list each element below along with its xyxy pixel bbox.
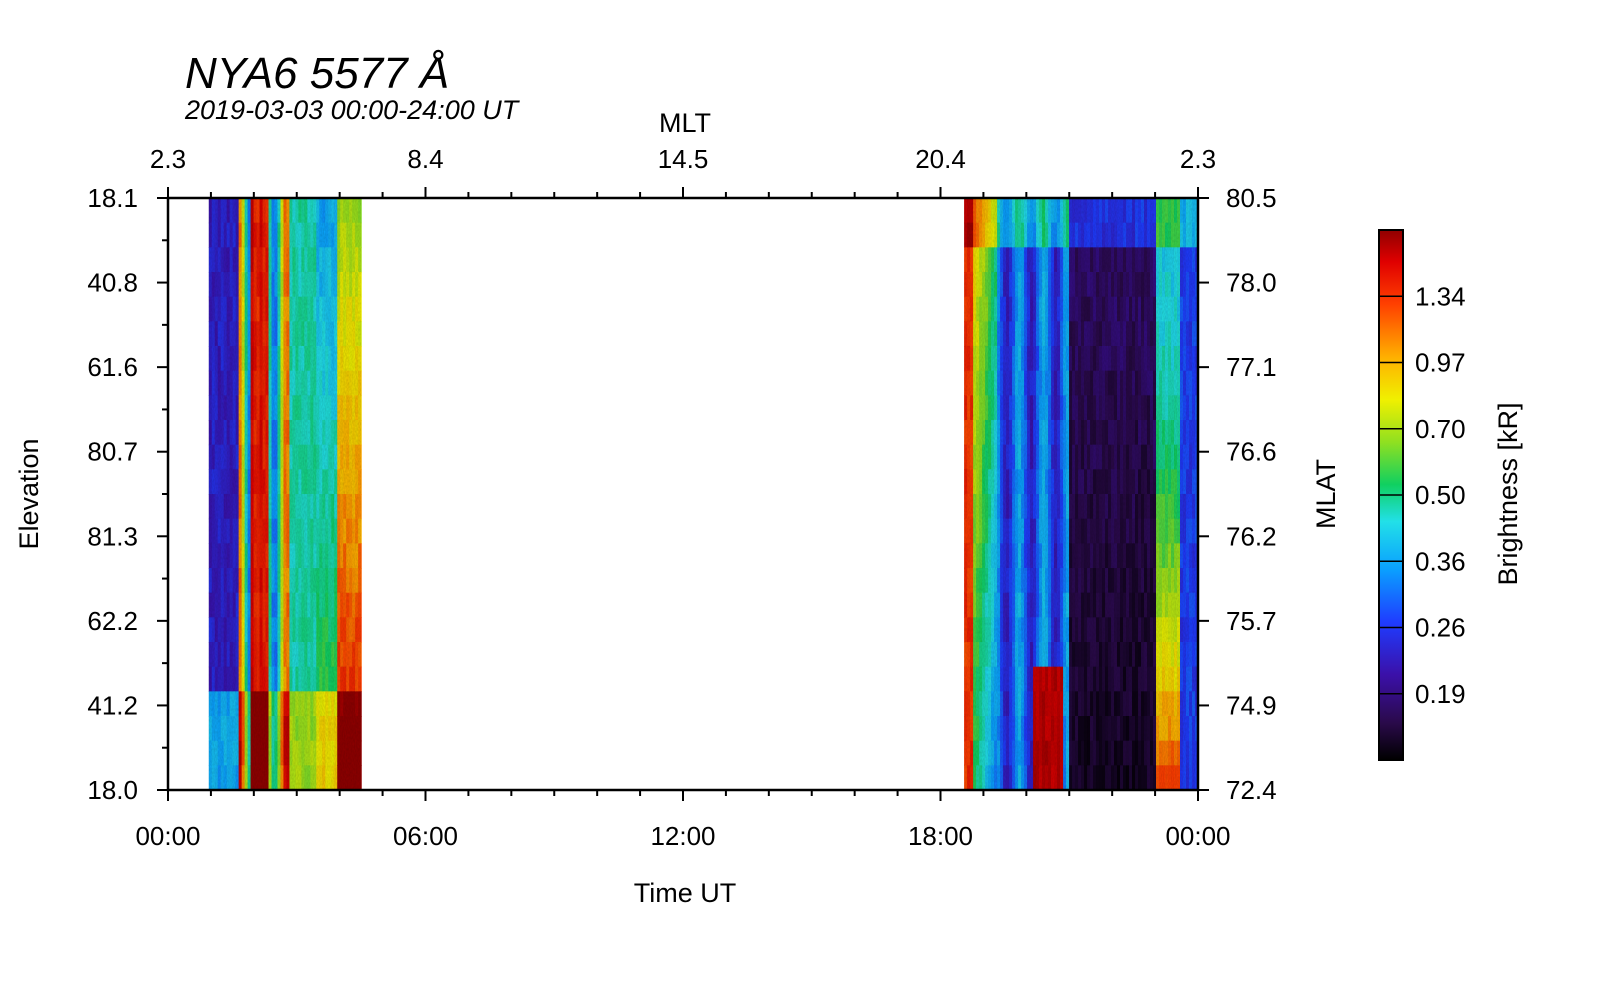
top-tick-label: 2.3 (1180, 144, 1216, 174)
right-axis: 80.5 78.0 77.1 76.6 76.2 75.7 74.9 72.4 (1198, 183, 1277, 805)
right-tick-label: 76.6 (1226, 437, 1277, 467)
colorbar-label: Brightness [kR] (1493, 402, 1523, 585)
y-tick-label: 80.7 (87, 437, 138, 467)
top-tick-label: 14.5 (658, 144, 709, 174)
y-axis-label: Elevation (14, 438, 44, 549)
top-tick-label: 2.3 (150, 144, 186, 174)
right-tick-label: 75.7 (1226, 606, 1277, 636)
colorbar-ticks: 1.34 0.97 0.70 0.50 0.36 0.26 0.19 (1379, 281, 1466, 709)
right-tick-label: 77.1 (1226, 352, 1277, 382)
right-axis-label: MLAT (1311, 459, 1341, 529)
right-tick-label: 76.2 (1226, 521, 1277, 551)
right-tick-label: 78.0 (1226, 268, 1277, 298)
x-tick-label: 06:00 (393, 821, 458, 851)
data-strip-2 (964, 198, 1199, 791)
x-tick-label: 00:00 (135, 821, 200, 851)
colorbar-tick-label: 1.34 (1415, 281, 1466, 311)
top-axis: 2.3 8.4 14.5 20.4 2.3 (150, 144, 1216, 198)
data-strip-1 (208, 198, 362, 791)
x-axis: 00:00 06:00 12:00 18:00 00:00 (135, 790, 1231, 851)
chart-title: NYA6 5577 Å (185, 49, 449, 98)
y-tick-label: 18.1 (87, 183, 138, 213)
x-axis-label: Time UT (634, 878, 737, 908)
right-tick-label: 72.4 (1226, 775, 1277, 805)
chart-subtitle: 2019-03-03 00:00-24:00 UT (184, 95, 521, 125)
y-tick-label: 81.3 (87, 521, 138, 551)
colorbar-tick-label: 0.50 (1415, 480, 1466, 510)
x-tick-label: 12:00 (650, 821, 715, 851)
x-tick-label: 00:00 (1165, 821, 1230, 851)
x-tick-label: 18:00 (908, 821, 973, 851)
y-axis: 18.1 40.8 61.6 80.7 81.3 62.2 41.2 18.0 (87, 183, 168, 805)
y-tick-label: 62.2 (87, 606, 138, 636)
heatmap-area (208, 198, 1199, 791)
y-tick-label: 40.8 (87, 268, 138, 298)
y-tick-label: 18.0 (87, 775, 138, 805)
colorbar-tick-label: 0.70 (1415, 414, 1466, 444)
colorbar-tick-label: 0.97 (1415, 348, 1466, 378)
colorbar-tick-label: 0.26 (1415, 613, 1466, 643)
top-axis-label: MLT (659, 108, 711, 138)
y-tick-label: 41.2 (87, 690, 138, 720)
right-tick-label: 80.5 (1226, 183, 1277, 213)
colorbar-tick-label: 0.19 (1415, 679, 1466, 709)
colorbar-tick-label: 0.36 (1415, 546, 1466, 576)
top-tick-label: 8.4 (407, 144, 443, 174)
y-tick-label: 61.6 (87, 352, 138, 382)
top-tick-label: 20.4 (915, 144, 966, 174)
right-tick-label: 74.9 (1226, 690, 1277, 720)
